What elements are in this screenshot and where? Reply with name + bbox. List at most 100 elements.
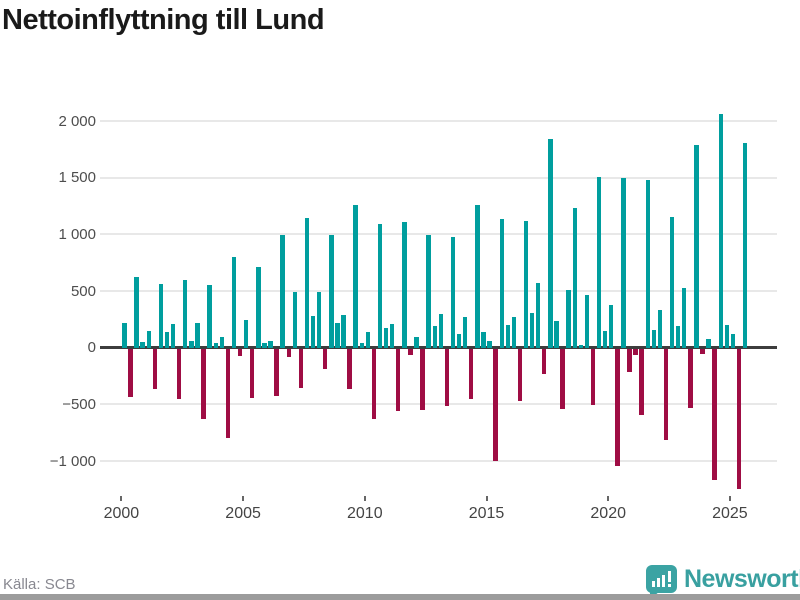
bar-2006-q3 [280,235,285,348]
bar-2020-q3 [621,177,626,348]
y-axis-tick-label: 1 500 [58,169,96,187]
bar-2016-q2 [517,349,523,401]
bar-2001-q4 [164,332,170,348]
bar-2007-q4 [310,315,316,348]
logo-exclamation-icon [667,571,671,582]
bar-2022-q4 [675,326,681,348]
bar-2015-q3 [499,219,504,348]
gridline [100,233,777,236]
bar-2019-q2 [590,349,596,405]
bar-2019-q4 [602,331,608,348]
bar-2002-q3 [183,279,188,348]
bar-2011-q2 [396,349,401,411]
bottom-strip [0,594,800,600]
bar-2021-q4 [651,329,657,348]
y-axis-tick-label: −1 000 [49,452,96,470]
bar-2019-q1 [584,294,590,348]
bar-2008-q1 [316,291,322,348]
bar-2017-q3 [548,139,553,348]
x-axis-tick [242,496,245,501]
x-axis-tick-label: 2000 [103,505,140,522]
bar-2022-q3 [669,217,675,348]
bar-2002-q1 [170,324,176,348]
bar-2008-q4 [335,323,340,348]
bar-2014-q3 [475,204,480,348]
bar-2024-q4 [724,325,730,348]
gridline [100,460,777,463]
x-axis-tick-label: 2005 [225,505,261,522]
bar-2011-q1 [389,324,395,348]
bar-2023-q2 [688,349,693,409]
bar-2003-q3 [207,284,212,348]
bar-2003-q4 [213,343,218,348]
bar-2020-q1 [609,304,614,348]
bar-2019-q3 [596,176,602,348]
bar-2009-q2 [347,349,352,389]
bar-2010-q3 [377,224,383,348]
gridline [100,120,777,123]
x-axis-tick [607,496,610,501]
bar-2007-q3 [304,218,310,348]
bar-2001-q2 [152,349,158,389]
bar-2010-q1 [365,331,371,348]
bar-2006-q1 [268,341,273,348]
bar-2005-q3 [256,267,261,348]
y-axis-tick-label: 1 000 [58,225,96,243]
bar-2004-q2 [225,349,231,438]
bar-2014-q4 [481,332,486,348]
bar-2022-q2 [663,349,669,440]
y-axis-tick-label: 2 000 [58,112,96,130]
bar-2015-q2 [493,349,498,462]
bar-2008-q3 [329,235,334,348]
x-axis-tick-label: 2025 [712,505,748,522]
bar-2002-q2 [177,349,182,400]
bar-2013-q4 [456,333,462,348]
bar-2006-q2 [274,349,279,396]
gridline [100,403,777,406]
bar-2010-q2 [371,349,377,420]
bar-2000-q4 [140,342,145,348]
bar-2015-q4 [505,325,510,348]
bar-2012-q2 [420,349,425,410]
bar-2012-q1 [414,337,419,348]
bar-2018-q2 [566,289,571,348]
x-axis-tick [363,496,366,501]
bar-2014-q2 [469,349,474,400]
zero-axis-line [100,346,777,350]
y-axis-tick-label: 0 [87,339,96,357]
bar-2021-q2 [639,349,644,415]
bar-2020-q4 [627,349,632,372]
bar-2009-q3 [353,204,358,348]
bar-2002-q4 [189,341,194,348]
bar-2005-q4 [262,343,267,348]
bar-2017-q2 [542,349,547,375]
bar-2017-q1 [536,283,541,348]
logo-bar-icon [657,578,661,587]
bar-2000-q2 [128,349,133,397]
logo-bar-icon [652,581,656,587]
bar-2024-q2 [712,349,717,480]
bar-2007-q2 [298,349,304,388]
bar-2007-q1 [292,291,297,348]
bar-2001-q3 [158,283,164,348]
bar-2016-q3 [523,221,529,348]
logo-bar-icon [662,575,666,587]
bar-2025-q1 [730,334,736,348]
bar-2013-q1 [438,314,444,348]
bar-2018-q3 [572,207,577,348]
bar-2013-q3 [450,236,456,348]
bar-2011-q3 [402,221,407,348]
bar-2024-q1 [706,338,711,348]
bar-2005-q1 [243,319,249,348]
bar-2012-q4 [432,325,437,348]
y-axis-tick-label: −500 [62,395,96,413]
bar-2023-q1 [682,287,687,348]
bar-2020-q2 [615,349,620,466]
bar-2012-q3 [426,234,431,348]
bar-2025-q2 [736,349,742,489]
bar-2011-q4 [408,349,413,355]
bar-2001-q1 [146,330,151,348]
bar-2000-q1 [122,322,127,348]
bar-2006-q4 [286,349,291,357]
